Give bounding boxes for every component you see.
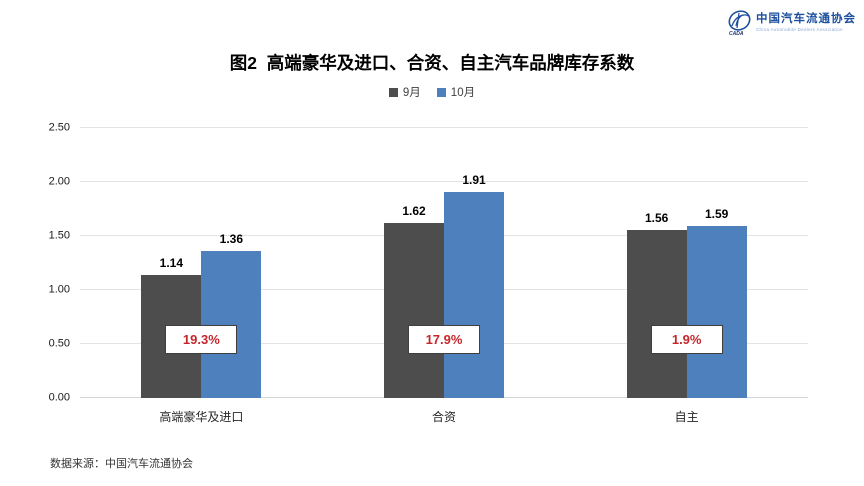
bar-9月-合资 [384,223,444,398]
legend-label: 9月 [402,87,421,99]
y-axis-tick-label: 1.00 [48,283,70,296]
bar-value-label: 1.59 [704,207,729,222]
y-axis-tick-label: 0.50 [48,337,70,350]
change-percent-box: 1.9% [650,325,723,354]
gridline-2.00 [80,181,808,182]
bar-pair: 1.56 1.59 1.9% [626,128,747,398]
chart-title: 图2 高端豪华及进口、合资、自主汽车品牌库存系数 [229,53,635,73]
change-percent-box: 17.9% [408,325,480,354]
bar-groups: 1.14 1.36 19.3% 高端豪华及进口 1.62 1.91 17.9% 合资 1.56 1… [80,128,808,424]
legend-label: 10月 [450,87,476,99]
cada-logo-icon-text: CADA [729,31,744,37]
x-axis-category-label: 自主 [674,410,699,424]
bar-10月-合资 [444,191,504,398]
org-name-en: China Automobile Dealers Association [756,27,843,32]
y-axis-tick-label: 0.00 [48,391,70,404]
legend-item-9月: 9月 [388,84,421,100]
chart-plot: 0.00 0.50 1.00 1.50 2.00 2.50 1.14 1.36 19.3% 高端豪… [49,122,808,424]
bar-group-2: 1.62 1.91 17.9% 合资 [323,128,566,424]
org-name-cn: 中国汽车流通协会 [756,13,856,25]
bar-value-label: 1.14 [159,255,183,270]
org-logo-text: 中国汽车流通协会 China Automobile Dealers Associ… [756,13,856,33]
bar-pair: 1.62 1.91 17.9% [384,128,504,398]
bar-value-label: 1.56 [644,210,669,225]
chart-legend: 9月 10月 [0,84,864,100]
bar-10月-高端豪华及进口 [201,251,262,398]
bar-pair: 1.14 1.36 19.3% [141,128,262,398]
bar-value-label: 1.91 [462,172,486,187]
y-axis-tick-label: 1.50 [48,229,70,242]
y-axis-tick-label: 2.00 [48,175,70,188]
x-axis-category-label: 合资 [431,410,457,424]
bar-value-label: 1.36 [219,232,243,247]
legend-swatch-10月 [436,87,446,97]
org-logo: CADA 中国汽车流通协会 China Automobile Dealers A… [726,9,856,37]
x-axis-category-label: 高端豪华及进口 [159,410,244,424]
bar-10月-自主 [686,226,747,398]
legend-item-10月: 10月 [436,84,476,100]
legend-swatch-9月 [388,87,398,97]
bar-value-label: 1.62 [402,204,426,219]
y-axis-tick-label: 2.50 [48,121,70,134]
bar-group-1: 1.14 1.36 19.3% 高端豪华及进口 [80,128,323,424]
data-source: 数据来源：中国汽车流通协会 [50,458,193,470]
bar-9月-自主 [626,229,687,398]
bar-group-3: 1.56 1.59 1.9% 自主 [565,128,808,424]
gridline-2.50 [80,127,808,128]
cada-logo-icon: CADA [728,10,751,37]
change-percent-box: 19.3% [165,325,238,354]
